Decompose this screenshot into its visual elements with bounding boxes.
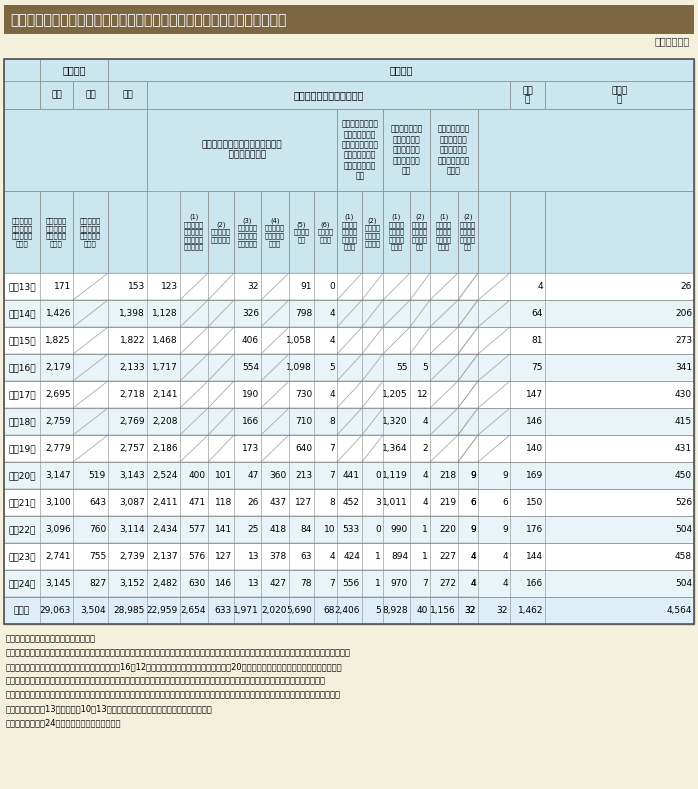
Text: 平成23年: 平成23年 (8, 552, 36, 561)
Text: 554: 554 (242, 363, 259, 372)
Text: 2,406: 2,406 (334, 606, 360, 615)
Bar (510, 381, 545, 408)
Text: 190: 190 (242, 390, 259, 399)
Text: 441: 441 (343, 471, 360, 480)
Text: 760: 760 (89, 525, 106, 534)
Text: 3,145: 3,145 (45, 579, 71, 588)
Text: ５．平成24年の数値は，速報値である。: ５．平成24年の数値は，速報値である。 (6, 718, 121, 727)
Text: 730: 730 (295, 390, 312, 399)
Text: 5: 5 (376, 606, 381, 615)
Text: 218: 218 (439, 471, 456, 480)
Bar (362, 191, 383, 273)
Text: 28,985: 28,985 (114, 606, 145, 615)
Bar (510, 570, 545, 597)
Text: (4)
接近禁止命
令・電話禁
止命令: (4) 接近禁止命 令・電話禁 止命令 (265, 217, 285, 247)
Text: 1,320: 1,320 (383, 417, 408, 426)
Bar (383, 191, 410, 273)
Bar (478, 191, 510, 273)
Text: 0: 0 (329, 282, 335, 291)
Text: 3,143: 3,143 (119, 471, 145, 480)
Bar (545, 435, 694, 462)
Text: 1: 1 (376, 579, 381, 588)
Bar (510, 327, 545, 354)
Text: 8: 8 (329, 417, 335, 426)
Bar (478, 109, 694, 191)
Bar (4, 59, 694, 624)
Bar (4, 59, 40, 109)
Bar (4, 354, 694, 381)
Text: 91: 91 (301, 282, 312, 291)
Text: 6: 6 (470, 498, 476, 507)
Bar (510, 408, 545, 435)
Text: 9: 9 (470, 471, 476, 480)
Text: 577: 577 (188, 525, 206, 534)
Text: 272: 272 (439, 579, 456, 588)
Bar (73, 81, 108, 109)
Text: 1,011: 1,011 (383, 498, 408, 507)
Text: 9: 9 (470, 471, 476, 480)
Bar (4, 435, 694, 462)
Text: 3,087: 3,087 (119, 498, 145, 507)
Text: 1: 1 (376, 552, 381, 561)
Text: 0: 0 (376, 525, 381, 534)
Text: (6)
電話等禁
止命令: (6) 電話等禁 止命令 (318, 221, 334, 243)
Text: 798: 798 (295, 309, 312, 318)
Text: 47: 47 (248, 471, 259, 480)
Text: 2,769: 2,769 (119, 417, 145, 426)
Bar (545, 597, 694, 624)
Text: 4: 4 (503, 552, 508, 561)
Text: 1: 1 (422, 525, 428, 534)
Text: ４．平成13年は，同年10月13日の配偶者暴力防止法施行以降の件数である。: ４．平成13年は，同年10月13日の配偶者暴力防止法施行以降の件数である。 (6, 704, 213, 713)
Bar (545, 191, 694, 273)
Text: 171: 171 (54, 282, 71, 291)
Bar (430, 191, 458, 273)
Text: 1,717: 1,717 (152, 363, 178, 372)
Text: 平成20年: 平成20年 (8, 471, 36, 480)
Text: 2,739: 2,739 (119, 552, 145, 561)
Text: 146: 146 (215, 579, 232, 588)
Text: ２．「認容」には，一部認容の事案を含む。「却下」には，一部却下一部取下げの事案を含む。「取下げ等」には，移送，回付等の事案を含む。: ２．「認容」には，一部認容の事案を含む。「却下」には，一部却下一部取下げの事案を… (6, 648, 351, 657)
Bar (510, 81, 545, 109)
Text: 2,524: 2,524 (153, 471, 178, 480)
Text: 710: 710 (295, 417, 312, 426)
Text: 360: 360 (269, 471, 287, 480)
Text: 519: 519 (89, 471, 106, 480)
Text: 4: 4 (470, 552, 476, 561)
Text: (1)
令接・近禁
止命令、退
去命令、電
話等禁止命: (1) 令接・近禁 止命令、退 去命令、電 話等禁止命 (184, 214, 204, 250)
Text: 4: 4 (470, 579, 476, 588)
Text: 0: 0 (376, 471, 381, 480)
Text: 81: 81 (531, 336, 543, 345)
Bar (4, 109, 147, 191)
Text: 146: 146 (526, 417, 543, 426)
Bar (234, 191, 261, 273)
Text: 等への接近禁止命令」制度がそれぞれ新設された。これらの命令は，被害者への接近禁止命令と同時に又は被害者への接近禁止命: 等への接近禁止命令」制度がそれぞれ新設された。これらの命令は，被害者への接近禁止… (6, 676, 326, 685)
Bar (545, 81, 694, 109)
Text: 既済件数: 既済件数 (389, 65, 413, 75)
Bar (545, 381, 694, 408)
Text: 990: 990 (391, 525, 408, 534)
Text: 504: 504 (675, 525, 692, 534)
Text: 1,119: 1,119 (383, 471, 408, 480)
Text: 827: 827 (89, 579, 106, 588)
Text: 等: 等 (617, 95, 622, 104)
Text: 等: 等 (525, 95, 530, 104)
Text: 第１－５－９表　配偶者暴力に関する保護命令事件の処理状況等について: 第１－５－９表 配偶者暴力に関する保護命令事件の処理状況等について (10, 13, 286, 27)
Bar (4, 597, 694, 624)
Text: 4: 4 (422, 417, 428, 426)
Text: 25: 25 (248, 525, 259, 534)
Text: (2)
禁止命令
発令後の
接近禁止: (2) 禁止命令 発令後の 接近禁止 (364, 217, 380, 247)
Text: 1,128: 1,128 (152, 309, 178, 318)
Text: (2)
接近禁止令
・退去命令: (2) 接近禁止令 ・退去命令 (211, 221, 231, 243)
Text: 556: 556 (343, 579, 360, 588)
Text: 新受件数: 新受件数 (62, 65, 86, 75)
Text: 643: 643 (89, 498, 106, 507)
Text: 2,411: 2,411 (152, 498, 178, 507)
Text: 418: 418 (270, 525, 287, 534)
Text: 令が発令された後に発令される（表の２，３，４のそれぞれ（１）が前者，１の（６），２，３，４のそれぞれ（２）が後者である）。: 令が発令された後に発令される（表の２，３，４のそれぞれ（１）が前者，１の（６），… (6, 690, 341, 699)
Text: 8: 8 (329, 498, 335, 507)
Text: 169: 169 (526, 471, 543, 480)
Text: 1,468: 1,468 (152, 336, 178, 345)
Text: 平成19年: 平成19年 (8, 444, 36, 453)
Text: 213: 213 (295, 471, 312, 480)
Text: 153: 153 (128, 282, 145, 291)
